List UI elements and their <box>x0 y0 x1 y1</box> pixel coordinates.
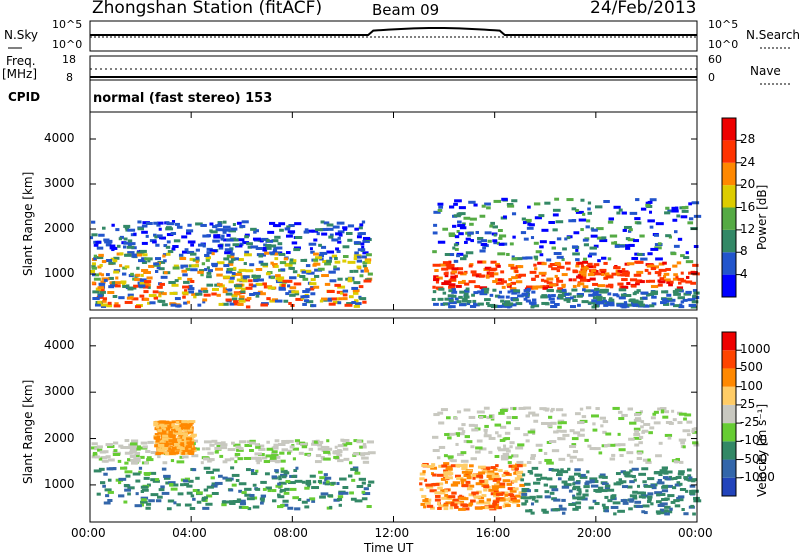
power-colorbar-swatch <box>722 207 736 230</box>
nsky-label: N.Sky <box>4 28 39 42</box>
velocity-colorbar-swatch <box>722 477 736 496</box>
power-colorbar-tick-label: 20 <box>740 177 756 192</box>
power-colorbar-swatch <box>722 252 736 275</box>
velocity-ytick-label: 4000 <box>44 337 75 352</box>
velocity-colorbar-tick-label: 1000 <box>740 342 771 357</box>
freq-unit: [MHz] <box>2 67 38 81</box>
velocity-colorbar-tick-label: -1000 <box>740 469 775 484</box>
power-colorbar-tick-label: 12 <box>740 221 756 236</box>
power-colorbar-tick-label: 8 <box>740 244 748 259</box>
velocity-colorbar-swatch <box>722 368 736 387</box>
velocity-colorbar-tick-label: 100 <box>740 378 763 393</box>
power-ytick-label: 3000 <box>44 176 75 190</box>
station-title: Zhongshan Station (fitACF) <box>92 0 323 18</box>
velocity-colorbar-tick-label: -100 <box>740 433 768 448</box>
date-title: 24/Feb/2013 <box>590 0 697 18</box>
xtick-label: 08:00 <box>273 526 308 540</box>
xtick-label: 12:00 <box>374 526 410 540</box>
nsearch-tick-low: 10^0 <box>708 38 739 51</box>
velocity-colorbar-tick-label: 25 <box>740 396 756 411</box>
velocity-ytick-label: 1000 <box>44 476 75 491</box>
x-axis-title: Time UT <box>364 541 414 555</box>
velocity-colorbar-swatch <box>722 423 736 442</box>
power-colorbar-label: Power [dB] <box>755 184 769 250</box>
velocity-colorbar-swatch <box>722 404 736 424</box>
power-colorbar-tick-label: 16 <box>740 199 756 214</box>
power-colorbar-swatch <box>722 185 736 208</box>
velocity-ytick-label: 3000 <box>44 384 75 399</box>
velocity-colorbar-swatch <box>722 441 736 460</box>
freq-tick-low: 8 <box>66 71 73 84</box>
velocity-colorbar-swatch <box>722 350 736 369</box>
power-colorbar-tick-label: 4 <box>740 266 748 281</box>
power-colorbar-swatch <box>722 162 736 186</box>
cpid-label: CPID <box>8 90 41 104</box>
power-panel-frame <box>89 111 698 311</box>
velocity-colorbar-swatch <box>722 459 736 478</box>
velocity-colorbar-tick-label: -500 <box>740 451 768 466</box>
freq-tick-high: 18 <box>62 53 76 66</box>
nsky-tick-low: 10^0 <box>52 38 83 51</box>
velocity-echoes <box>91 406 702 516</box>
power-colorbar-tick-label: 24 <box>740 154 756 169</box>
power-colorbar-swatch <box>722 229 736 253</box>
cpid-text: normal (fast stereo) 153 <box>93 91 273 106</box>
velocity-colorbar-tick-label: -25 <box>740 415 760 430</box>
nsearch-tick-high: 10^5 <box>708 18 739 31</box>
xtick-label: 20:00 <box>576 526 612 540</box>
power-colorbar-swatch <box>722 274 736 297</box>
velocity-colorbar-swatch <box>722 332 736 351</box>
xtick-label: 16:00 <box>475 526 511 540</box>
power-echoes <box>90 197 702 309</box>
velocity-colorbar-tick-label: 500 <box>740 360 763 375</box>
xtick-label: 04:00 <box>172 526 207 540</box>
power-ytick-label: 4000 <box>44 131 75 145</box>
nsky-trace <box>90 27 697 36</box>
power-ylabel: Slant Range [km] <box>21 171 35 276</box>
xtick-label: 00:00 <box>71 526 106 540</box>
power-ytick-label: 2000 <box>44 221 75 235</box>
power-colorbar-swatch <box>722 118 736 141</box>
freq-label: Freq. <box>6 54 36 68</box>
velocity-ylabel: Slant Range [km] <box>21 379 35 484</box>
power-colorbar-swatch <box>722 140 736 163</box>
xtick-label: 00:00 <box>678 526 713 540</box>
velocity-colorbar-swatch <box>722 386 736 405</box>
velocity-ytick-label: 2000 <box>44 430 75 445</box>
beam-title: Beam 09 <box>372 1 440 19</box>
nave-tick-low: 0 <box>708 71 715 84</box>
nave-tick-high: 60 <box>708 53 722 66</box>
nave-label: Nave <box>750 64 781 78</box>
power-ytick-label: 1000 <box>44 266 75 280</box>
power-colorbar-tick-label: 28 <box>740 132 756 147</box>
velocity-colorbar-frame <box>721 331 737 497</box>
nsearch-label: N.Search <box>746 28 800 42</box>
nsky-tick-high: 10^5 <box>52 18 83 31</box>
